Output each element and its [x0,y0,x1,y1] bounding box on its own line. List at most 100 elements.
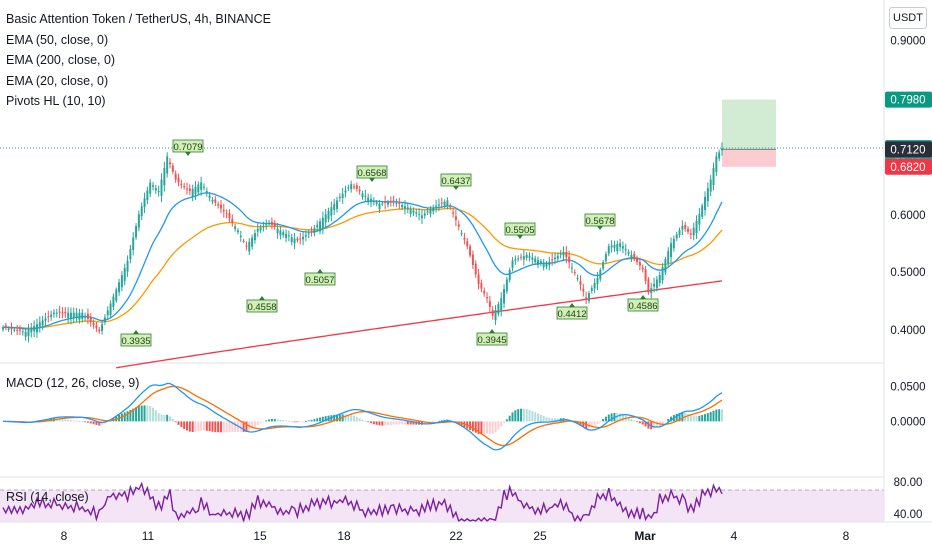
macd-hist-bar [78,421,81,422]
macd-hist-bar [180,421,183,428]
candle-body [270,221,273,225]
candle-body [27,329,30,337]
candle-body [426,211,429,213]
candle-body [500,298,503,311]
macd-hist-bar [214,421,217,433]
pivot-pointer [259,296,265,300]
macd-hist-bar [302,421,305,423]
rsi-tick-label: 80.00 [894,477,923,489]
candle-body [55,312,58,314]
macd-hist-bar [157,413,160,422]
time-tick-label: 18 [337,529,351,543]
macd-signal-line [3,385,723,447]
candle-body [491,310,494,316]
candle-body [225,213,228,215]
candle-body [522,256,525,260]
macd-hist-bar [86,421,89,423]
macd-hist-bar [222,421,225,433]
candle-body [78,312,81,320]
macd-hist-bar [202,421,205,431]
candle-body [469,246,472,256]
indicator-ema200[interactable]: EMA (200, close, 0) [6,53,116,67]
macd-hist-bar [200,421,203,431]
candle-body [542,262,545,268]
candle-body [664,259,667,273]
pivot-value: 0.6437 [441,176,470,187]
candle-body [186,188,188,190]
candle-body [517,258,520,260]
candle-body [661,267,664,281]
macd-hist-bar [534,412,537,422]
macd-hist-bar [333,414,336,422]
macd-hist-bar [321,416,324,422]
candle-body [310,231,313,233]
time-tick-label: 8 [61,529,68,543]
macd-hist-bar [270,419,273,422]
macd-hist-bar [514,410,517,422]
price-tag-0.6820: 0.6820 [885,158,932,175]
pivot-pointer [517,235,523,239]
macd-hist-bar [324,416,327,422]
pivot-label-0.4558: 0.4558 [246,296,278,313]
macd-hist-bar [545,417,548,422]
pivot-value: 0.3945 [477,335,506,346]
pivot-label-0.6437: 0.6437 [440,173,472,190]
candle-body [675,234,678,239]
pivot-label-0.5057: 0.5057 [304,269,336,286]
indicator-ema50[interactable]: EMA (50, close, 0) [6,32,109,47]
macd-hist-bar [188,421,191,432]
time-axis: 8 11 15 18 22 25 Mar 4 8 [0,0,932,543]
macd-hist-bar [553,418,556,422]
candle-body [418,213,421,215]
candle-body [692,227,695,236]
candle-body [392,200,395,202]
candle-body [712,167,715,186]
macd-hist-bar [630,418,633,422]
macd-hist-bar [265,420,268,422]
candle-body [132,237,135,251]
candle-body [386,202,389,205]
candle-body [604,254,607,261]
candle-body [171,165,174,172]
rsi-panel-title[interactable]: RSI (14, close) [6,490,89,504]
macd-panel-title[interactable]: MACD (12, 26, close, 9) [6,376,140,390]
candle-body [276,228,279,234]
macd-hist-bar [211,421,214,432]
macd-hist-bar [89,421,92,424]
candle-body [403,206,406,209]
candle-body [582,288,585,292]
macd-hist-bar [616,413,619,422]
price-tag-value: 0.6820 [890,162,925,174]
macd-hist-bar [239,421,242,432]
candle-body [115,289,118,301]
macd-hist-bar [701,415,704,422]
indicator-pivots[interactable]: Pivots HL (10, 10) [6,94,106,108]
candle-body [228,213,231,219]
ema200-line [116,280,723,369]
candle-body [268,222,271,224]
candle-body [573,272,576,274]
candle-body [293,238,296,244]
candle-body [647,279,650,293]
candle-body [112,296,115,307]
price-tick-label: 0.5000 [890,267,925,279]
candle-body [313,228,316,234]
pivot-pointer [185,152,191,156]
indicator-ema20[interactable]: EMA (20, close, 0) [6,73,109,88]
macd-hist-bar [67,419,70,422]
macd-hist-bar [403,421,406,425]
macd-hist-bar [143,405,146,422]
currency-unit-button[interactable]: USDT [889,7,927,29]
candle-body [460,233,463,235]
candle-body [483,290,486,294]
candle-body [86,313,89,319]
candle-body [52,312,55,315]
candle-body [381,203,384,205]
macd-hist-bar [599,421,602,423]
price-tick-label: 0.9000 [890,36,925,48]
macd-hist-bar [392,421,395,425]
chart-title[interactable]: Basic Attention Token / TetherUS, 4h, BI… [6,12,271,26]
candle-body [449,206,452,208]
